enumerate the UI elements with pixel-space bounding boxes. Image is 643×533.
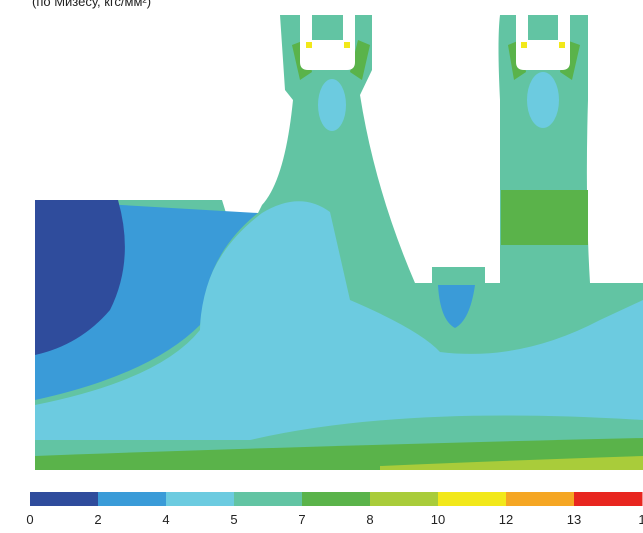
- scale-segment: [234, 492, 303, 506]
- hot-spot: [344, 42, 350, 48]
- scale-label: 8: [366, 512, 373, 527]
- scale-label: 10: [431, 512, 445, 527]
- scale-segment: [166, 492, 235, 506]
- scale-segment: [98, 492, 167, 506]
- caption: (по Мизесу, кгс/мм²): [32, 0, 151, 9]
- hot-spot: [559, 42, 565, 48]
- scale-segment: [370, 492, 439, 506]
- scale-label: 1: [638, 512, 643, 527]
- hot-spot: [306, 42, 312, 48]
- hot-spot: [521, 42, 527, 48]
- scale-segment: [438, 492, 507, 506]
- scale-label: 0: [26, 512, 33, 527]
- zone-tower-cyan: [318, 79, 346, 131]
- scale-label: 4: [162, 512, 169, 527]
- stress-contour: [35, 15, 643, 470]
- scale-label: 7: [298, 512, 305, 527]
- scale-segment: [506, 492, 575, 506]
- scale-segment: [302, 492, 371, 506]
- zone-tower-cyan: [527, 72, 559, 128]
- stress-figure: (по Мизесу, кгс/мм²) 0 2 4 5 7 8 10 12 13 1: [0, 0, 643, 528]
- zone-tower-green: [501, 190, 588, 245]
- scale-label: 5: [230, 512, 237, 527]
- scale-segment: [30, 492, 99, 506]
- scale-label: 2: [94, 512, 101, 527]
- scale-label: 12: [499, 512, 513, 527]
- color-scale: 0 2 4 5 7 8 10 12 13 1: [26, 492, 643, 527]
- scale-label: 13: [567, 512, 581, 527]
- scale-segment: [574, 492, 643, 506]
